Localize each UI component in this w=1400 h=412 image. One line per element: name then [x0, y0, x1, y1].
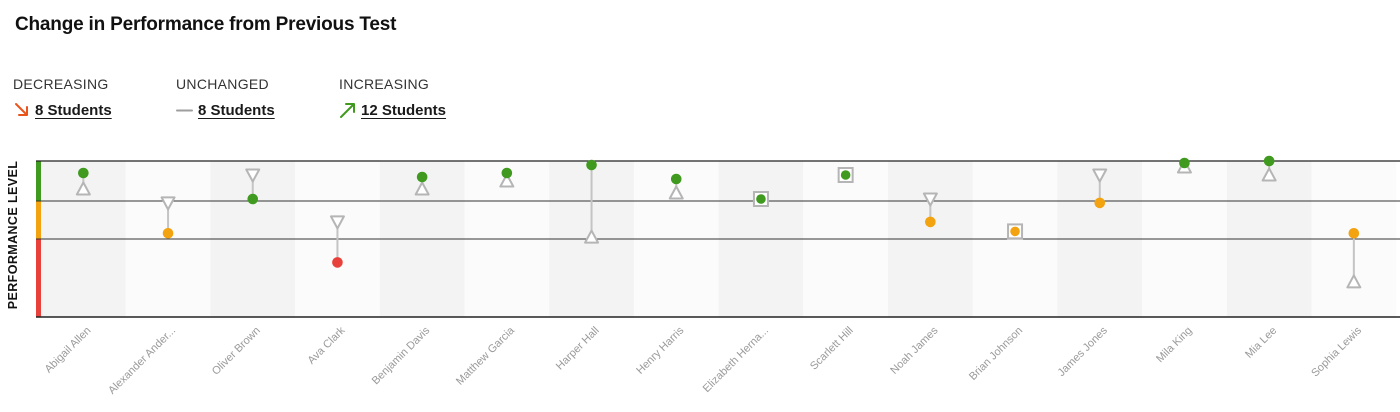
x-tick-label: Matthew Garcia [454, 324, 518, 388]
previous-score-triangle [75, 181, 91, 196]
level-bar-mid [36, 201, 41, 239]
summary-increasing-label: INCREASING [339, 76, 430, 92]
current-score-dot [162, 228, 174, 239]
current-score-dot [1348, 228, 1360, 239]
student-mark[interactable] [499, 167, 515, 188]
student-mark[interactable] [75, 167, 91, 196]
student-mark[interactable] [668, 173, 684, 200]
student-mark[interactable] [584, 159, 600, 244]
current-score-dot [332, 257, 343, 268]
previous-score-triangle [499, 173, 515, 188]
previous-score-triangle [668, 185, 684, 200]
summary-unchanged: UNCHANGED 8 Students [176, 76, 275, 119]
previous-score-triangle [1346, 274, 1362, 289]
previous-score-triangle [160, 196, 176, 211]
arrow-down-right-icon [15, 103, 28, 116]
dash-icon [176, 109, 193, 112]
current-score-dot [1263, 155, 1275, 167]
summary-decreasing: DECREASING 8 Students [13, 76, 112, 119]
student-mark[interactable] [1346, 228, 1362, 289]
y-axis-label: PERFORMANCE LEVEL [6, 161, 20, 309]
x-tick-label: Ava Clark [306, 324, 348, 366]
student-mark[interactable] [160, 196, 176, 239]
performance-summary: DECREASING 8 Students UNCHANGED 8 Studen… [0, 76, 600, 126]
x-tick-label: Abigail Allen [43, 325, 94, 376]
previous-score-triangle [414, 181, 430, 196]
x-tick-label: Brian Johnson [967, 325, 1025, 383]
current-score-dot [586, 159, 597, 171]
student-mark[interactable] [329, 215, 345, 268]
previous-score-triangle [922, 192, 938, 207]
x-tick-label: Harper Hall [554, 325, 602, 373]
x-tick-label: Scarlett Hill [808, 325, 856, 373]
x-tick-label: Alexander Ander... [106, 325, 178, 397]
student-mark[interactable] [752, 191, 769, 207]
student-mark[interactable] [922, 192, 938, 228]
arrow-up-right-icon [340, 103, 355, 118]
current-score-dot [670, 173, 682, 185]
current-score-dot [1179, 157, 1190, 169]
performance-change-chart: Abigail Allen Alexander Ander... Oliver Br… [6, 155, 1400, 397]
x-tick-label: Elizabeth Herna... [701, 325, 771, 395]
current-score-dot [1010, 226, 1020, 237]
previous-score-triangle [584, 229, 600, 244]
student-mark[interactable] [837, 167, 854, 183]
previous-score-triangle [1261, 167, 1277, 182]
summary-decreasing-label: DECREASING [13, 76, 109, 92]
level-bar-high [36, 161, 41, 201]
x-tick-label: Mia Lee [1243, 325, 1279, 361]
current-score-dot [840, 170, 851, 180]
unchanged-students-link[interactable]: 8 Students [198, 101, 275, 119]
current-score-dot [247, 193, 259, 205]
x-tick-label: Benjamin Davis [370, 324, 433, 387]
student-mark[interactable] [1007, 223, 1024, 240]
x-tick-label: Mila King [1154, 325, 1194, 365]
previous-score-triangle [245, 168, 261, 183]
x-tick-label: Sophia Lewis [1309, 324, 1364, 379]
x-tick-label: James Jones [1056, 324, 1111, 379]
x-tick-label: Noah James [888, 324, 941, 377]
student-mark[interactable] [1092, 168, 1108, 209]
current-score-dot [756, 194, 766, 204]
increasing-students-link[interactable]: 12 Students [361, 101, 447, 119]
x-tick-label: Oliver Brown [210, 325, 263, 378]
current-score-dot [1094, 197, 1106, 209]
student-mark[interactable] [414, 171, 430, 196]
student-mark[interactable] [1261, 155, 1277, 182]
current-score-dot [501, 167, 513, 179]
summary-increasing: INCREASING 12 Students [339, 76, 446, 119]
x-tick-label: Henry Harris [634, 324, 686, 376]
level-bar-low [36, 239, 41, 317]
current-score-dot [925, 216, 936, 228]
summary-unchanged-label: UNCHANGED [176, 76, 269, 92]
previous-score-triangle [1092, 168, 1108, 183]
page-title: Change in Performance from Previous Test [15, 14, 397, 35]
previous-score-triangle [329, 215, 345, 230]
current-score-dot [78, 167, 89, 179]
decreasing-students-link[interactable]: 8 Students [35, 101, 112, 119]
current-score-dot [416, 171, 428, 183]
student-mark[interactable] [1176, 157, 1192, 174]
student-mark[interactable] [245, 168, 261, 205]
